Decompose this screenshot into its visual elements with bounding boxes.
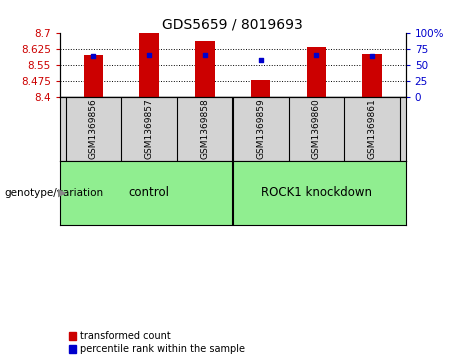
Bar	[251, 80, 271, 97]
Text: GSM1369861: GSM1369861	[368, 98, 377, 159]
Title: GDS5659 / 8019693: GDS5659 / 8019693	[162, 17, 303, 32]
Point	[201, 52, 209, 58]
Point	[313, 52, 320, 58]
Text: GSM1369859: GSM1369859	[256, 98, 265, 159]
Bar	[195, 41, 215, 97]
Text: GSM1369858: GSM1369858	[201, 98, 209, 159]
Text: control: control	[129, 187, 170, 200]
Point	[90, 53, 97, 59]
Text: genotype/variation: genotype/variation	[5, 188, 104, 198]
Text: GSM1369857: GSM1369857	[145, 98, 154, 159]
Point	[368, 53, 376, 59]
Point	[257, 57, 264, 62]
Point	[146, 52, 153, 58]
Bar	[362, 54, 382, 97]
Bar	[139, 33, 159, 97]
Text: ▶: ▶	[58, 188, 66, 198]
Text: GSM1369856: GSM1369856	[89, 98, 98, 159]
Text: ROCK1 knockdown: ROCK1 knockdown	[261, 187, 372, 200]
Legend: transformed count, percentile rank within the sample: transformed count, percentile rank withi…	[65, 327, 249, 358]
Bar	[83, 55, 103, 97]
Text: GSM1369860: GSM1369860	[312, 98, 321, 159]
Bar	[307, 46, 326, 97]
